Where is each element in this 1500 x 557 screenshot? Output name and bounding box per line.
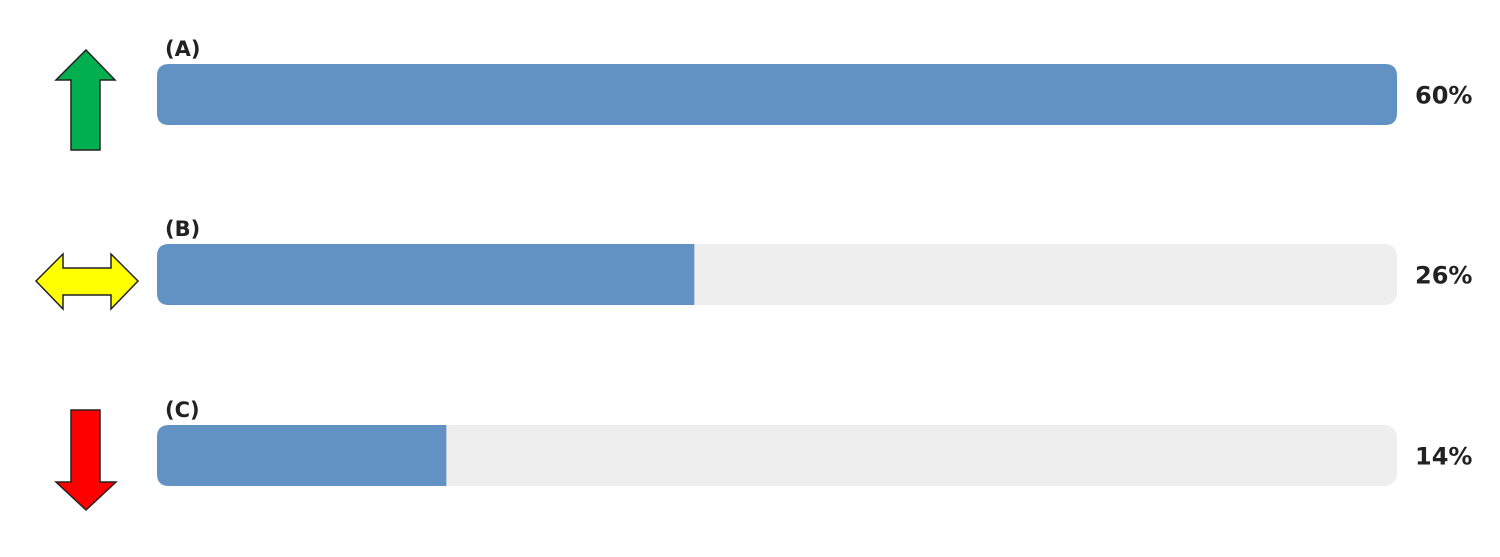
category-label: (A) bbox=[165, 37, 200, 61]
value-label: 14% bbox=[1415, 443, 1472, 471]
down-arrow-icon bbox=[54, 409, 118, 512]
left-right-arrow-icon bbox=[34, 252, 140, 311]
bar-fill bbox=[157, 425, 447, 486]
bar-row: (A) 60% bbox=[54, 37, 1472, 151]
category-label: (C) bbox=[165, 398, 200, 422]
bar-fill bbox=[157, 64, 1397, 125]
value-label: 60% bbox=[1415, 82, 1472, 110]
category-label: (B) bbox=[165, 217, 200, 241]
bar-fill bbox=[157, 244, 695, 305]
bar-track bbox=[157, 425, 1397, 486]
value-label: 26% bbox=[1415, 262, 1472, 290]
bar-row: (C) 14% bbox=[54, 398, 1472, 512]
bar-row: (B) 26% bbox=[34, 217, 1472, 311]
up-arrow-icon bbox=[54, 48, 117, 151]
